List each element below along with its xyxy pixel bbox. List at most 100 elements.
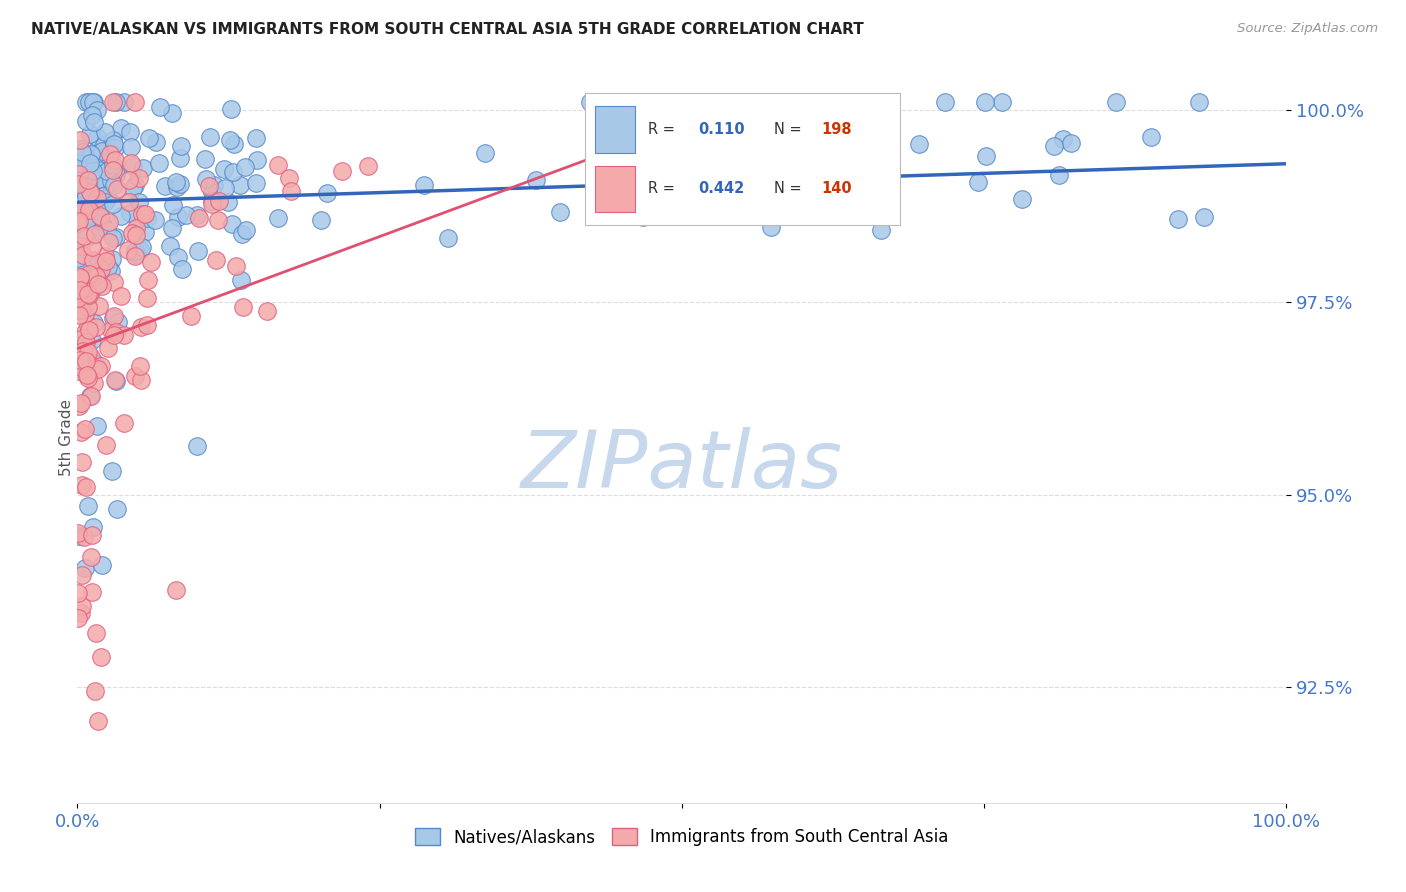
Point bbox=[70, 606, 93, 620]
Point bbox=[66, 291, 89, 305]
Point bbox=[73, 229, 96, 244]
Point bbox=[69, 308, 91, 322]
Point bbox=[97, 260, 120, 274]
Point bbox=[631, 210, 654, 224]
Point bbox=[105, 502, 128, 516]
Point bbox=[186, 208, 208, 222]
Point bbox=[599, 121, 621, 136]
Point bbox=[112, 95, 135, 110]
Point bbox=[79, 267, 101, 281]
Point bbox=[1011, 192, 1033, 206]
Point bbox=[112, 416, 135, 430]
Point bbox=[80, 285, 103, 299]
Point bbox=[103, 136, 125, 151]
Point bbox=[75, 561, 97, 575]
Point bbox=[166, 180, 188, 194]
Point bbox=[66, 156, 89, 170]
Point bbox=[991, 95, 1014, 110]
Point bbox=[80, 389, 103, 403]
Point bbox=[974, 95, 997, 110]
Point bbox=[84, 227, 107, 241]
Point bbox=[159, 239, 181, 253]
Point bbox=[120, 206, 142, 220]
Point bbox=[89, 299, 111, 313]
Point bbox=[908, 136, 931, 151]
Point bbox=[75, 231, 97, 245]
Point bbox=[75, 190, 97, 204]
Point bbox=[80, 194, 103, 208]
Point bbox=[75, 186, 97, 200]
Point bbox=[77, 255, 100, 269]
Point bbox=[231, 227, 253, 242]
Point bbox=[103, 310, 125, 325]
Point bbox=[77, 178, 100, 192]
Point bbox=[214, 180, 236, 194]
Point bbox=[94, 185, 117, 199]
Point bbox=[94, 248, 117, 262]
Point bbox=[118, 195, 141, 210]
Point bbox=[76, 368, 98, 383]
Point bbox=[73, 284, 96, 298]
Point bbox=[101, 252, 124, 266]
Point bbox=[72, 202, 94, 216]
Point bbox=[232, 300, 254, 314]
Text: Source: ZipAtlas.com: Source: ZipAtlas.com bbox=[1237, 22, 1378, 36]
Point bbox=[89, 219, 111, 234]
Point bbox=[93, 125, 115, 139]
Point bbox=[67, 303, 90, 318]
Point bbox=[75, 335, 97, 350]
Point bbox=[67, 167, 90, 181]
Point bbox=[169, 151, 191, 165]
Text: ZIPatlas: ZIPatlas bbox=[520, 427, 844, 506]
Point bbox=[80, 108, 103, 122]
Point bbox=[143, 212, 166, 227]
Point bbox=[217, 195, 239, 210]
Point bbox=[100, 323, 122, 337]
Point bbox=[72, 343, 94, 358]
Point bbox=[194, 152, 217, 166]
Point bbox=[201, 185, 224, 199]
Point bbox=[69, 142, 91, 156]
Point bbox=[72, 209, 94, 223]
Point bbox=[101, 231, 124, 245]
Point bbox=[761, 220, 783, 235]
Point bbox=[201, 194, 224, 209]
Point bbox=[166, 211, 188, 225]
Point bbox=[83, 211, 105, 225]
Point bbox=[870, 100, 893, 114]
Point bbox=[124, 95, 146, 110]
Point bbox=[104, 326, 127, 340]
Point bbox=[83, 95, 105, 110]
Point bbox=[967, 175, 990, 189]
Point bbox=[125, 221, 148, 235]
Point bbox=[87, 141, 110, 155]
Point bbox=[1188, 95, 1211, 110]
Point bbox=[82, 584, 104, 599]
Point bbox=[169, 138, 191, 153]
Point bbox=[875, 95, 897, 110]
Point bbox=[69, 239, 91, 253]
Point bbox=[67, 217, 90, 231]
Point bbox=[77, 95, 100, 110]
Point bbox=[187, 244, 209, 258]
Point bbox=[100, 264, 122, 278]
Point bbox=[120, 140, 142, 154]
Point bbox=[70, 395, 93, 409]
Point bbox=[73, 307, 96, 321]
Point bbox=[97, 341, 120, 355]
Point bbox=[82, 528, 104, 542]
Point bbox=[90, 211, 112, 226]
Point bbox=[596, 153, 619, 168]
Point bbox=[72, 145, 94, 160]
Point bbox=[84, 320, 107, 334]
Point bbox=[104, 141, 127, 155]
Point bbox=[70, 303, 93, 318]
Point bbox=[229, 178, 252, 193]
Point bbox=[934, 95, 956, 110]
Point bbox=[124, 249, 146, 263]
Point bbox=[91, 189, 114, 203]
Point bbox=[165, 583, 187, 598]
Point bbox=[94, 191, 117, 205]
Point bbox=[131, 239, 153, 253]
Point bbox=[77, 190, 100, 204]
